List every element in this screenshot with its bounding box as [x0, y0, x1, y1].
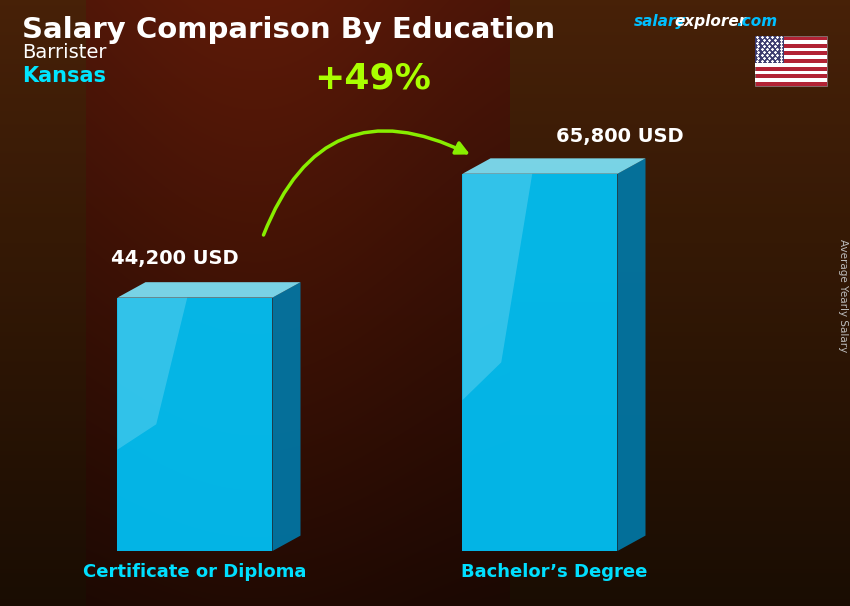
- Text: 65,800 USD: 65,800 USD: [556, 127, 683, 146]
- Polygon shape: [755, 55, 827, 59]
- Polygon shape: [117, 282, 301, 298]
- Polygon shape: [755, 63, 827, 67]
- Polygon shape: [462, 174, 617, 551]
- Text: +49%: +49%: [314, 62, 431, 96]
- Polygon shape: [755, 71, 827, 75]
- Text: 44,200 USD: 44,200 USD: [111, 248, 239, 268]
- Text: explorer: explorer: [674, 14, 746, 29]
- Polygon shape: [117, 298, 273, 551]
- Text: Certificate or Diploma: Certificate or Diploma: [83, 563, 307, 581]
- Polygon shape: [462, 158, 645, 174]
- Text: Barrister: Barrister: [22, 43, 106, 62]
- Text: Average Yearly Salary: Average Yearly Salary: [838, 239, 848, 353]
- Text: Salary Comparison By Education: Salary Comparison By Education: [22, 16, 555, 44]
- Text: .com: .com: [736, 14, 777, 29]
- Polygon shape: [755, 40, 827, 44]
- Polygon shape: [755, 36, 827, 86]
- Polygon shape: [273, 282, 301, 551]
- Polygon shape: [755, 47, 827, 52]
- Polygon shape: [617, 158, 645, 551]
- Polygon shape: [755, 36, 784, 63]
- Text: Bachelor’s Degree: Bachelor’s Degree: [461, 563, 647, 581]
- Text: salary: salary: [634, 14, 686, 29]
- Polygon shape: [117, 298, 187, 450]
- Polygon shape: [462, 174, 532, 400]
- Text: Kansas: Kansas: [22, 66, 106, 86]
- Polygon shape: [755, 78, 827, 82]
